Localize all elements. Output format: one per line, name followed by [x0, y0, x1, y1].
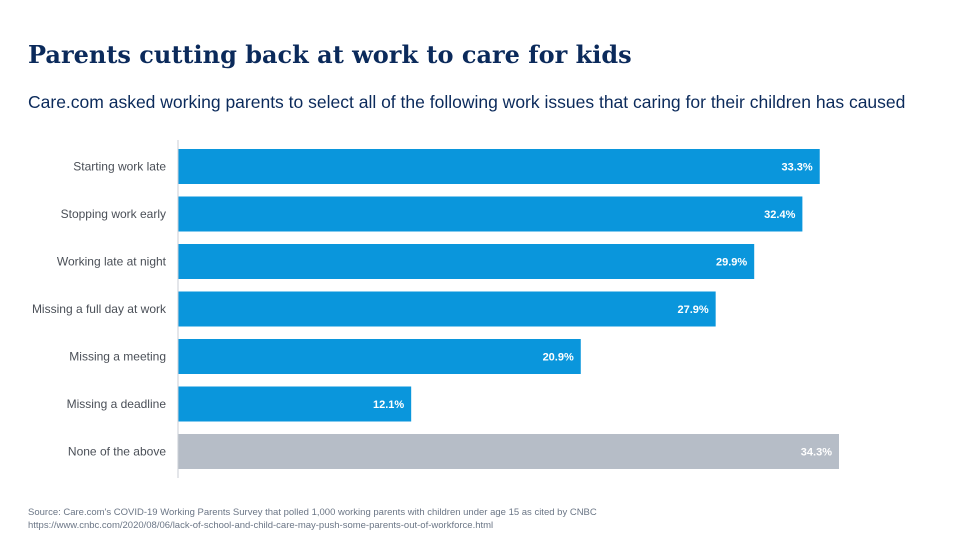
value-label: 33.3%: [782, 162, 813, 174]
bar: [178, 434, 839, 469]
bar-chart: Starting work late 33.3% Stopping work ear…: [32, 140, 839, 478]
chart-title: Parents cutting back at work to care for…: [28, 40, 632, 69]
bar: [178, 196, 803, 232]
source-url[interactable]: https://www.cnbc.com/2020/08/06/lack-of-…: [28, 520, 494, 531]
bar: [178, 244, 755, 279]
bar: [178, 149, 820, 184]
category-label: Stopping work early: [61, 207, 166, 221]
value-label: 12.1%: [373, 399, 404, 411]
category-label: Missing a deadline: [67, 397, 167, 411]
value-label: 29.9%: [716, 257, 747, 269]
value-label: 34.3%: [801, 447, 832, 459]
bar: [178, 291, 716, 327]
value-label: 20.9%: [543, 352, 574, 364]
category-label: Missing a full day at work: [32, 302, 167, 316]
source-note: Source: Care.com's COVID-19 Working Pare…: [28, 506, 597, 532]
category-label: Working late at night: [57, 255, 167, 269]
value-label: 32.4%: [764, 209, 795, 221]
chart-subtitle: Care.com asked working parents to select…: [28, 92, 906, 112]
source-citation: Source: Care.com's COVID-19 Working Pare…: [28, 507, 597, 518]
bar: [178, 386, 412, 422]
category-label: Missing a meeting: [69, 350, 166, 364]
category-label: Starting work late: [73, 160, 166, 174]
category-label: None of the above: [68, 445, 166, 459]
value-label: 27.9%: [677, 304, 708, 316]
bar: [178, 339, 581, 374]
